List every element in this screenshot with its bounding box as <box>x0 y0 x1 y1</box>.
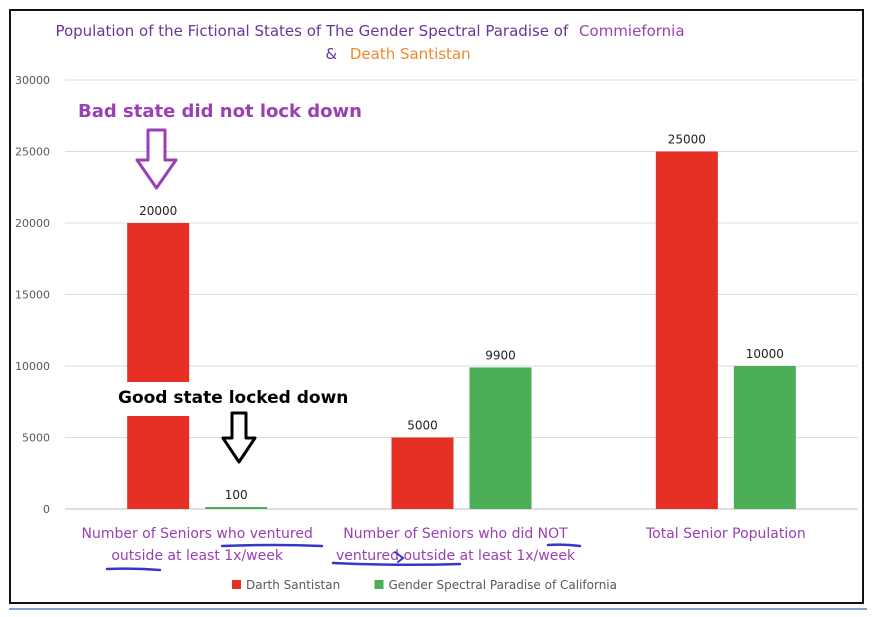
data-label: 25000 <box>668 133 706 147</box>
y-tick-label: 5000 <box>22 432 50 445</box>
x-axis-categories: Number of Seniors who ventured outside at… <box>81 526 805 564</box>
y-tick-label: 10000 <box>15 360 50 373</box>
y-tick-label: 30000 <box>15 74 50 87</box>
data-label: 9900 <box>485 348 516 362</box>
legend: Darth Santistan Gender Spectral Paradise … <box>232 578 617 592</box>
bar-gender <box>205 507 268 509</box>
title-state1: Commiefornia <box>579 22 685 40</box>
y-tick-label: 25000 <box>15 146 50 159</box>
down-arrow-icon <box>221 411 257 464</box>
down-arrow-icon <box>135 128 178 190</box>
x-category-label: Number of Seniors who ventured <box>81 526 312 542</box>
data-label: 5000 <box>407 419 438 433</box>
chart-title: Population of the Fictional States of Th… <box>55 22 684 40</box>
bar-gender <box>733 366 796 509</box>
y-tick-label: 20000 <box>15 217 50 230</box>
data-label: 10000 <box>746 347 784 361</box>
chart-subtitle: & Death Santistan <box>325 45 470 63</box>
x-category-label: outside at least 1x/week <box>111 548 283 564</box>
bar-gender <box>469 367 532 509</box>
bottom-rule <box>9 608 867 610</box>
title-prefix: Population of the Fictional States of Th… <box>55 22 569 40</box>
y-axis-ticks: 0 5000 10000 15000 20000 25000 30000 <box>15 74 50 516</box>
hand-underlines <box>105 543 582 572</box>
legend-label: Gender Spectral Paradise of California <box>389 578 618 592</box>
data-label: 20000 <box>139 204 177 218</box>
legend-swatch <box>232 580 241 589</box>
y-tick-label: 0 <box>43 503 50 516</box>
data-labels: 20000 100 5000 9900 25000 10000 <box>139 133 784 503</box>
bars <box>127 151 796 509</box>
x-category-label: Total Senior Population <box>645 526 806 542</box>
legend-swatch <box>374 580 384 589</box>
bar-darth <box>391 437 454 509</box>
annotation-band <box>112 382 362 416</box>
data-label: 100 <box>225 488 248 502</box>
title-amp: & <box>325 45 337 63</box>
legend-label: Darth Santistan <box>246 578 340 592</box>
gridlines <box>65 79 858 510</box>
bar-darth <box>655 151 718 509</box>
title-state2: Death Santistan <box>350 45 471 63</box>
good-state-annotation: Good state locked down <box>118 388 348 408</box>
bad-state-annotation: Bad state did not lock down <box>78 101 362 122</box>
y-tick-label: 15000 <box>15 289 50 302</box>
bar-darth <box>127 223 190 509</box>
x-category-label: Number of Seniors who did NOT <box>343 526 568 542</box>
x-category-label: ventured outside at least 1x/week <box>336 548 576 564</box>
